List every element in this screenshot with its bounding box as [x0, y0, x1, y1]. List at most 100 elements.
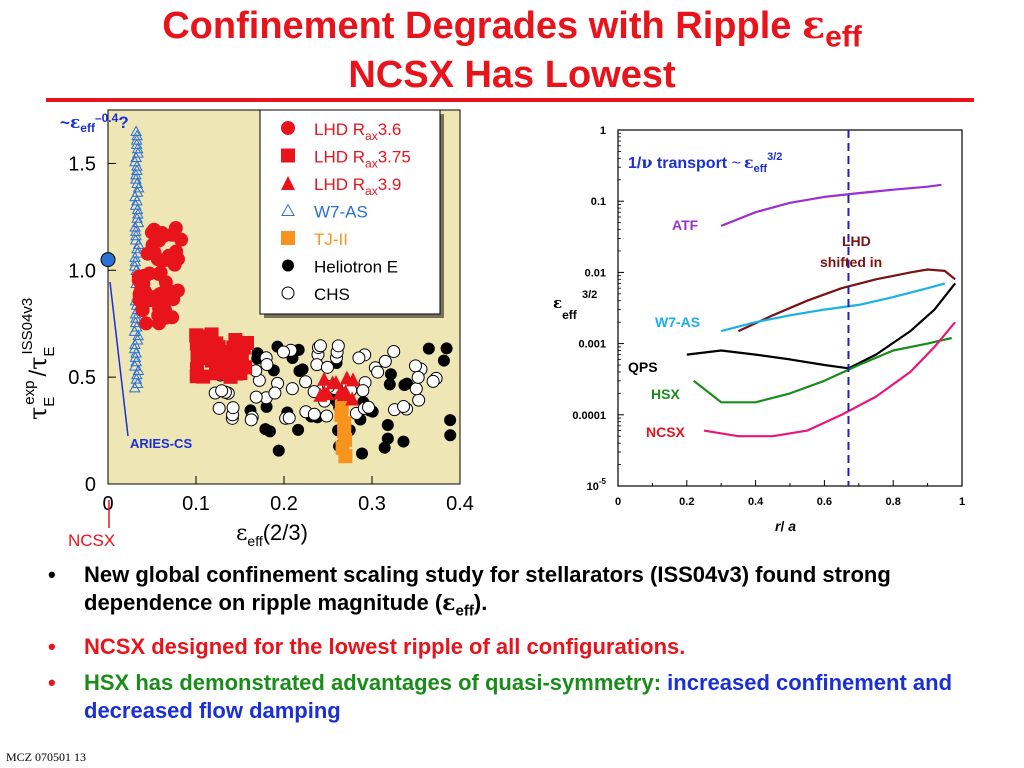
x-tick-label: 1: [959, 496, 965, 508]
y-tick-label: 1.5: [68, 153, 96, 175]
data-point: [281, 231, 295, 245]
data-point: [131, 273, 146, 288]
data-point: [336, 387, 351, 402]
data-point: [381, 432, 394, 445]
bullet-text: NCSX designed for the lowest ripple of a…: [84, 634, 686, 660]
data-point: [212, 401, 226, 415]
data-point: [244, 413, 258, 427]
data-point: [381, 419, 394, 432]
series-line-atf: [720, 183, 942, 227]
data-point: [166, 250, 181, 265]
bullet-text: HSX has demonstrated advantages of quasi…: [84, 670, 668, 696]
data-point: [281, 176, 295, 190]
series-line-hsx: [693, 336, 952, 404]
bullet-list: • New global confinement scaling study fo…: [48, 561, 988, 733]
slide-title-line1: Confinement Degrades with Ripple εeff: [162, 2, 862, 54]
ncsx-label: NCSX: [68, 531, 115, 550]
bullet-marker: •: [48, 670, 56, 696]
data-point: [222, 353, 237, 368]
data-point: [329, 375, 344, 390]
data-point: [226, 340, 241, 355]
data-point: [285, 382, 299, 396]
hsx-label: HSX: [651, 386, 680, 402]
ripple-profile-chart: 0 0.2 0.4 0.6 0.8 1 1 0.1 0.01 0.001 0.0001 10-5 1/…: [553, 125, 965, 534]
bullet-text: ).: [473, 590, 488, 615]
data-point: [317, 371, 332, 386]
title-underline: [46, 98, 974, 102]
y-tick-label: 0.01: [585, 267, 606, 279]
data-point: [152, 233, 167, 248]
lhd-shifted-label: shifted in: [820, 254, 882, 270]
data-point: [397, 400, 411, 414]
series-line-qps: [686, 282, 956, 370]
data-point: [215, 384, 229, 398]
legend-label: CHS: [314, 285, 350, 304]
data-point: [260, 358, 274, 372]
data-point: [272, 444, 285, 457]
bullet-text: New global confinement scaling study for…: [84, 562, 891, 615]
data-point: [426, 374, 440, 388]
data-point: [422, 342, 435, 355]
x-tick-label: 0.3: [358, 493, 386, 515]
data-point: [345, 391, 360, 406]
x-tick-label: 0.6: [817, 496, 832, 508]
bullet-text: eff: [455, 602, 474, 620]
data-point: [292, 423, 305, 436]
x-axis-label: εeff(2/3): [236, 520, 308, 549]
data-point: [260, 400, 273, 413]
data-point: [320, 360, 334, 374]
bullet-text: increased confinement and decreased flow…: [84, 670, 953, 724]
y-tick-label: 0.1: [591, 196, 606, 208]
data-point: [249, 390, 263, 404]
data-point: [282, 259, 294, 272]
bullet-marker: •: [48, 562, 56, 587]
x-tick-label: 0.8: [886, 496, 901, 508]
y-tick-label: 0.0001: [572, 410, 606, 422]
y-tick-label: 0.5: [68, 367, 96, 389]
data-point: [320, 409, 334, 423]
transport-annotation: 1/ν transport ~ εeff3/2: [628, 151, 782, 175]
data-point: [437, 354, 450, 367]
data-point: [378, 441, 391, 454]
series-line-lhd-shifted-in: [737, 268, 956, 333]
data-point: [397, 435, 410, 448]
data-point: [276, 345, 290, 359]
y-tick-label: 0: [85, 474, 96, 496]
x-tick-label: 0.2: [270, 493, 298, 515]
data-point: [317, 384, 332, 399]
series-labels: ATF LHD shifted in W7-AS QPS HSX NCSX: [628, 217, 882, 440]
data-point: [313, 339, 327, 353]
ncsx-line-label: NCSX: [646, 424, 686, 440]
legend-label: LHD Rax3.6: [314, 120, 401, 143]
data-point: [293, 365, 306, 378]
data-point: [163, 285, 178, 300]
series-line-w7-as: [720, 282, 946, 333]
aries-cs-label: ARIES-CS: [130, 436, 192, 451]
eff-subscript: eff: [825, 20, 862, 54]
data-point: [130, 125, 142, 136]
epsilon-symbol: ε: [801, 2, 826, 47]
data-point: [378, 354, 392, 368]
data-point: [158, 275, 173, 290]
atf-label: ATF: [672, 217, 699, 233]
data-point: [139, 316, 154, 331]
y-tick-label: 0.001: [578, 339, 606, 351]
data-point: [299, 375, 313, 389]
data-point: [282, 411, 296, 425]
x-tick-label: 0.1: [182, 493, 210, 515]
legend-label: W7-AS: [314, 203, 368, 222]
data-point: [189, 328, 204, 343]
data-point: [398, 379, 411, 392]
x-tick-label: 0.4: [446, 493, 474, 515]
data-point: [135, 302, 150, 317]
bullet-text: ε: [442, 590, 456, 616]
data-point: [444, 429, 457, 442]
data-point: [444, 414, 457, 427]
data-point: [149, 289, 164, 304]
data-point: [307, 407, 321, 421]
slide-footer: MCZ 070501 13: [6, 750, 87, 764]
data-point: [411, 370, 425, 384]
data-point: [355, 447, 368, 460]
data-point: [268, 386, 282, 400]
